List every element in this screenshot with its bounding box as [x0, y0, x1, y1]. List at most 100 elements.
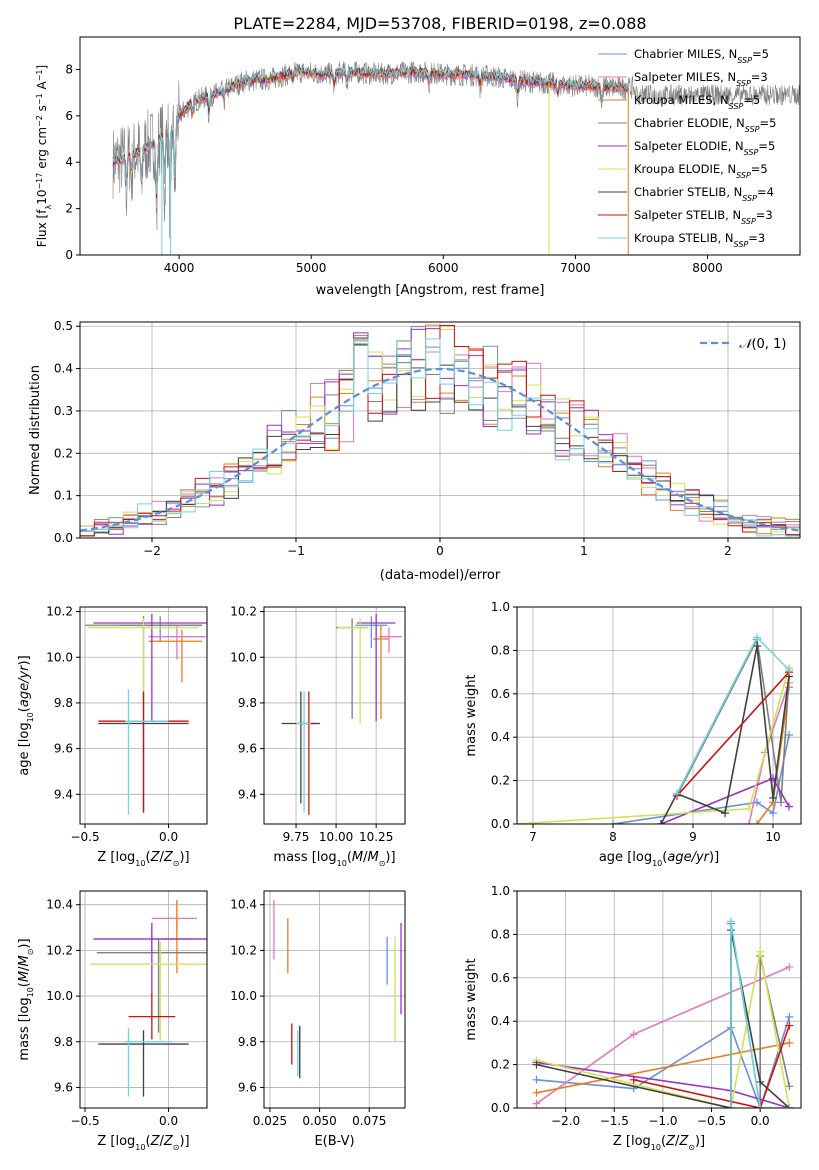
- y-tick-label: 0.5: [54, 319, 73, 333]
- y-tick-label: 10.0: [46, 650, 73, 664]
- y-tick-label: 0.3: [54, 404, 73, 418]
- axes-frame: [263, 890, 406, 1109]
- weight_vs_age-xlabel: age [log10(age/yr)]: [599, 850, 719, 868]
- legend-entry: Kroupa STELIB, NSSP=3: [634, 231, 765, 249]
- mass_vs_Z-xlabel: Z [log10(Z/Z⊙)]: [97, 1134, 189, 1152]
- weight_vs_age-ylabel: mass weight: [464, 674, 479, 756]
- x-tick-label: −0.5: [70, 830, 99, 844]
- y-tick-label: 9.6: [238, 1080, 257, 1094]
- legend-entry: Chabrier MILES, NSSP=5: [634, 47, 769, 65]
- x-tick-label: −1: [287, 544, 305, 558]
- weight-marker: [721, 809, 729, 818]
- weight-marker: [777, 798, 785, 807]
- age_vs_Z-xlabel: Z [log10(Z/Z⊙)]: [97, 850, 189, 868]
- histogram-step: [80, 338, 800, 538]
- x-tick-label: 0.0: [751, 1114, 770, 1128]
- x-tick-label: 4000: [164, 261, 195, 275]
- gaussian-curve: [80, 367, 800, 532]
- y-tick-label: 10.2: [230, 943, 257, 957]
- y-tick-label: 4: [65, 155, 73, 169]
- spectrum-axes: 4000 5000 6000 7000 8000 0 2 4 6 8 wavelength [Ang…: [35, 36, 801, 298]
- weight_vs_Z-xlabel: Z [log10(Z/Z⊙)]: [613, 1134, 705, 1152]
- residuals-axes: −2 −1 0 1 2 0.0 0.1 0.2 0.3 0.4 0.5 (data-model)/er…: [28, 319, 801, 583]
- legend-entry: Salpeter STELIB, NSSP=3: [634, 208, 773, 226]
- x-tick-label: 0.025: [253, 1114, 287, 1128]
- x-tick-label: 2: [724, 544, 732, 558]
- weight-line: [536, 1042, 790, 1094]
- mass_vs_Z-axes: −0.5 0.0 9.6 9.8 10.0 10.2 10.4 Z [log10(Z/Z⊙)]…: [17, 890, 208, 1152]
- y-tick-label: 0.0: [491, 1101, 510, 1115]
- mass_vs_ebv-axes: 0.025 0.050 0.075 9.6 9.8 10.0 10.2 10.4 E(B-V): [230, 890, 406, 1149]
- y-tick-label: 0.2: [491, 1058, 510, 1072]
- x-tick-label: 10.00: [319, 830, 353, 844]
- residuals-plot: [80, 322, 800, 538]
- y-tick-label: 9.4: [54, 787, 73, 801]
- legend-entry: Kroupa MILES, NSSP=5: [634, 93, 760, 111]
- spectrum-data-line: [112, 61, 800, 239]
- y-tick-label: 1.0: [491, 884, 510, 898]
- y-tick-label: 9.8: [238, 1035, 257, 1049]
- weight-marker: [657, 820, 665, 824]
- spectrum-plot: [112, 61, 800, 255]
- weight-marker: [532, 1075, 541, 1084]
- weight-marker: [629, 1030, 638, 1039]
- y-tick-label: 0.2: [491, 774, 510, 788]
- weight-marker: [785, 1104, 794, 1108]
- x-tick-label: 5000: [296, 261, 327, 275]
- y-tick-label: 10.0: [230, 989, 257, 1003]
- weight-marker: [532, 1088, 541, 1097]
- y-tick-label: 10.2: [46, 943, 73, 957]
- weight-line: [676, 671, 790, 797]
- y-tick-label: 9.8: [54, 1035, 73, 1049]
- x-tick-label: 8000: [692, 261, 723, 275]
- histogram-step: [80, 325, 800, 538]
- age_vs_Z-ylabel: age [log10(age/yr)]: [17, 655, 35, 775]
- weight-marker: [753, 642, 761, 651]
- x-tick-label: 8: [609, 830, 617, 844]
- y-tick-label: 0.1: [54, 489, 73, 503]
- weight-marker: [785, 1038, 794, 1047]
- weight-line: [660, 777, 790, 824]
- age_vs_mass-axes: 9.75 10.00 10.25 9.4 9.6 9.8 10.0 10.2 mass [log…: [230, 605, 406, 868]
- axes-frame: [79, 890, 208, 1109]
- y-tick-label: 6: [65, 109, 73, 123]
- weight-marker: [629, 1075, 638, 1084]
- weight-marker: [769, 793, 777, 802]
- weight_vs_age-plot: [517, 607, 801, 824]
- weight-marker: [753, 820, 761, 824]
- residuals-ylabel: Normed distribution: [28, 365, 43, 495]
- y-tick-label: 10.2: [46, 605, 73, 619]
- x-tick-label: −0.5: [70, 1114, 99, 1128]
- legend-entry: 𝒩(0, 1): [739, 337, 786, 352]
- x-tick-label: 0: [436, 544, 444, 558]
- weight-marker: [756, 1077, 765, 1086]
- spectrum-ylabel: Flux [fλ10−17 erg cm−2 s−1 A−1]: [35, 65, 53, 247]
- legend-entry: Chabrier STELIB, NSSP=4: [634, 185, 774, 203]
- y-tick-label: 0: [65, 248, 73, 262]
- weight-marker: [785, 731, 793, 740]
- weight-marker: [785, 1021, 794, 1030]
- weight-marker: [726, 1104, 735, 1108]
- x-tick-label: −0.5: [697, 1114, 726, 1128]
- y-tick-label: 2: [65, 202, 73, 216]
- y-tick-label: 0.0: [54, 531, 73, 545]
- y-tick-label: 9.6: [54, 742, 73, 756]
- x-tick-label: 7: [529, 830, 537, 844]
- axes-frame: [79, 606, 208, 825]
- weight-marker: [756, 1104, 765, 1108]
- y-tick-label: 10.4: [46, 898, 73, 912]
- weight-marker: [745, 820, 753, 824]
- y-tick-label: 10.4: [230, 898, 257, 912]
- age_vs_Z-plot: [80, 607, 207, 824]
- mass_vs_Z-ylabel: mass [log10(M/M⊙)]: [17, 938, 35, 1060]
- y-tick-label: 0.6: [491, 687, 510, 701]
- weight-marker: [753, 633, 761, 642]
- y-tick-label: 10.0: [230, 650, 257, 664]
- weight-marker: [745, 804, 753, 813]
- x-tick-label: 9: [689, 830, 697, 844]
- y-tick-label: 10.0: [46, 989, 73, 1003]
- weight_vs_Z-plot: [517, 891, 801, 1108]
- legend-entry: Salpeter ELODIE, NSSP=5: [634, 139, 775, 157]
- axes-frame: [79, 36, 801, 256]
- weight_vs_age-axes: 7 8 9 10 0.0 0.2 0.4 0.6 0.8 1.0 age [log10(age/yr…: [464, 600, 802, 868]
